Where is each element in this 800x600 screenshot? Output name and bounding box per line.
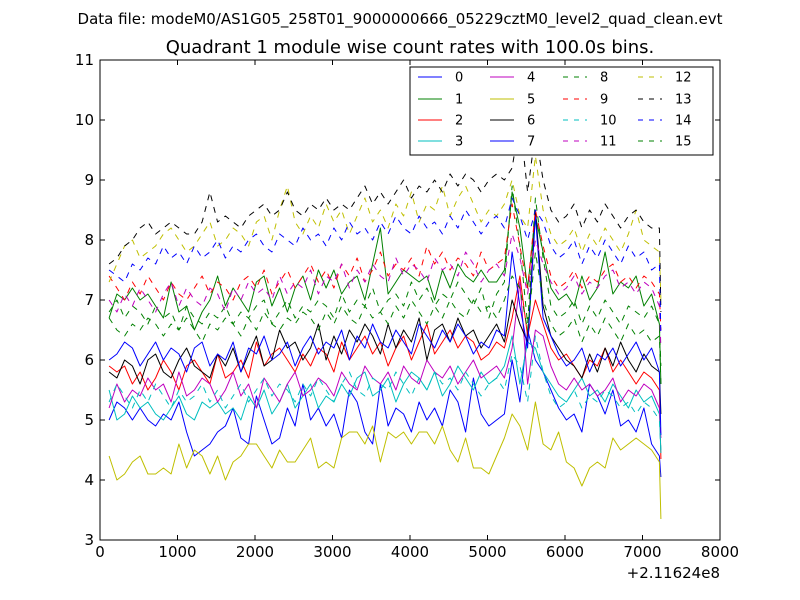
- y-tick-label: 7: [84, 291, 94, 309]
- y-tick-label: 10: [75, 111, 94, 129]
- y-tick-label: 8: [84, 231, 94, 249]
- legend-label-11: 11: [600, 135, 617, 150]
- series-line-13: [108, 119, 662, 313]
- series-line-0: [108, 329, 662, 478]
- legend-label-4: 4: [527, 71, 535, 86]
- y-tick-label: 6: [84, 351, 94, 369]
- legend-label-0: 0: [455, 71, 463, 86]
- y-tick-label: 5: [84, 411, 94, 429]
- legend-label-15: 15: [675, 135, 692, 150]
- legend-label-3: 3: [455, 135, 463, 150]
- legend-label-5: 5: [527, 93, 535, 108]
- series-line-5: [108, 401, 662, 520]
- x-tick-label: 7000: [623, 543, 661, 561]
- y-tick-label: 9: [84, 171, 94, 189]
- y-tick-label: 3: [84, 531, 94, 549]
- legend-label-8: 8: [600, 71, 608, 86]
- legend-label-2: 2: [455, 114, 463, 129]
- series-line-3: [108, 335, 662, 454]
- legend-label-9: 9: [600, 93, 608, 108]
- series-line-8: [108, 185, 662, 367]
- x-axis: 0 1000 2000 3000 4000 5000 6000 7000 8000: [95, 60, 739, 561]
- y-tick-label: 4: [84, 471, 94, 489]
- series-line-9: [108, 203, 662, 331]
- series-line-4: [108, 281, 662, 439]
- x-tick-label: 2000: [236, 543, 274, 561]
- series-line-15: [108, 251, 662, 385]
- series-line-12: [108, 155, 662, 301]
- legend-label-7: 7: [527, 135, 535, 150]
- x-axis-offset-text: +2.11624e8: [627, 564, 720, 582]
- legend-label-6: 6: [527, 114, 535, 129]
- legend-label-10: 10: [600, 114, 617, 129]
- legend-box: [409, 66, 714, 156]
- data-file-suptitle: Data file: modeM0/AS1G05_258T01_90000006…: [78, 10, 723, 29]
- legend-label-1: 1: [455, 93, 463, 108]
- legend-label-12: 12: [675, 71, 692, 86]
- series-line-11: [108, 233, 662, 349]
- y-tick-label: 11: [75, 51, 94, 69]
- x-tick-label: 3000: [313, 543, 351, 561]
- x-tick-label: 0: [95, 543, 105, 561]
- legend-label-14: 14: [675, 114, 692, 129]
- x-tick-label: 6000: [546, 543, 584, 561]
- series-layer: [108, 119, 662, 520]
- legend-label-13: 13: [675, 93, 692, 108]
- x-tick-label: 4000: [391, 543, 429, 561]
- series-line-1: [108, 191, 662, 385]
- x-tick-label: 1000: [158, 543, 196, 561]
- series-line-7: [108, 215, 662, 436]
- x-tick-label: 5000: [468, 543, 506, 561]
- x-tick-label: 8000: [701, 543, 739, 561]
- chart-title: Quadrant 1 module wise count rates with …: [166, 37, 655, 58]
